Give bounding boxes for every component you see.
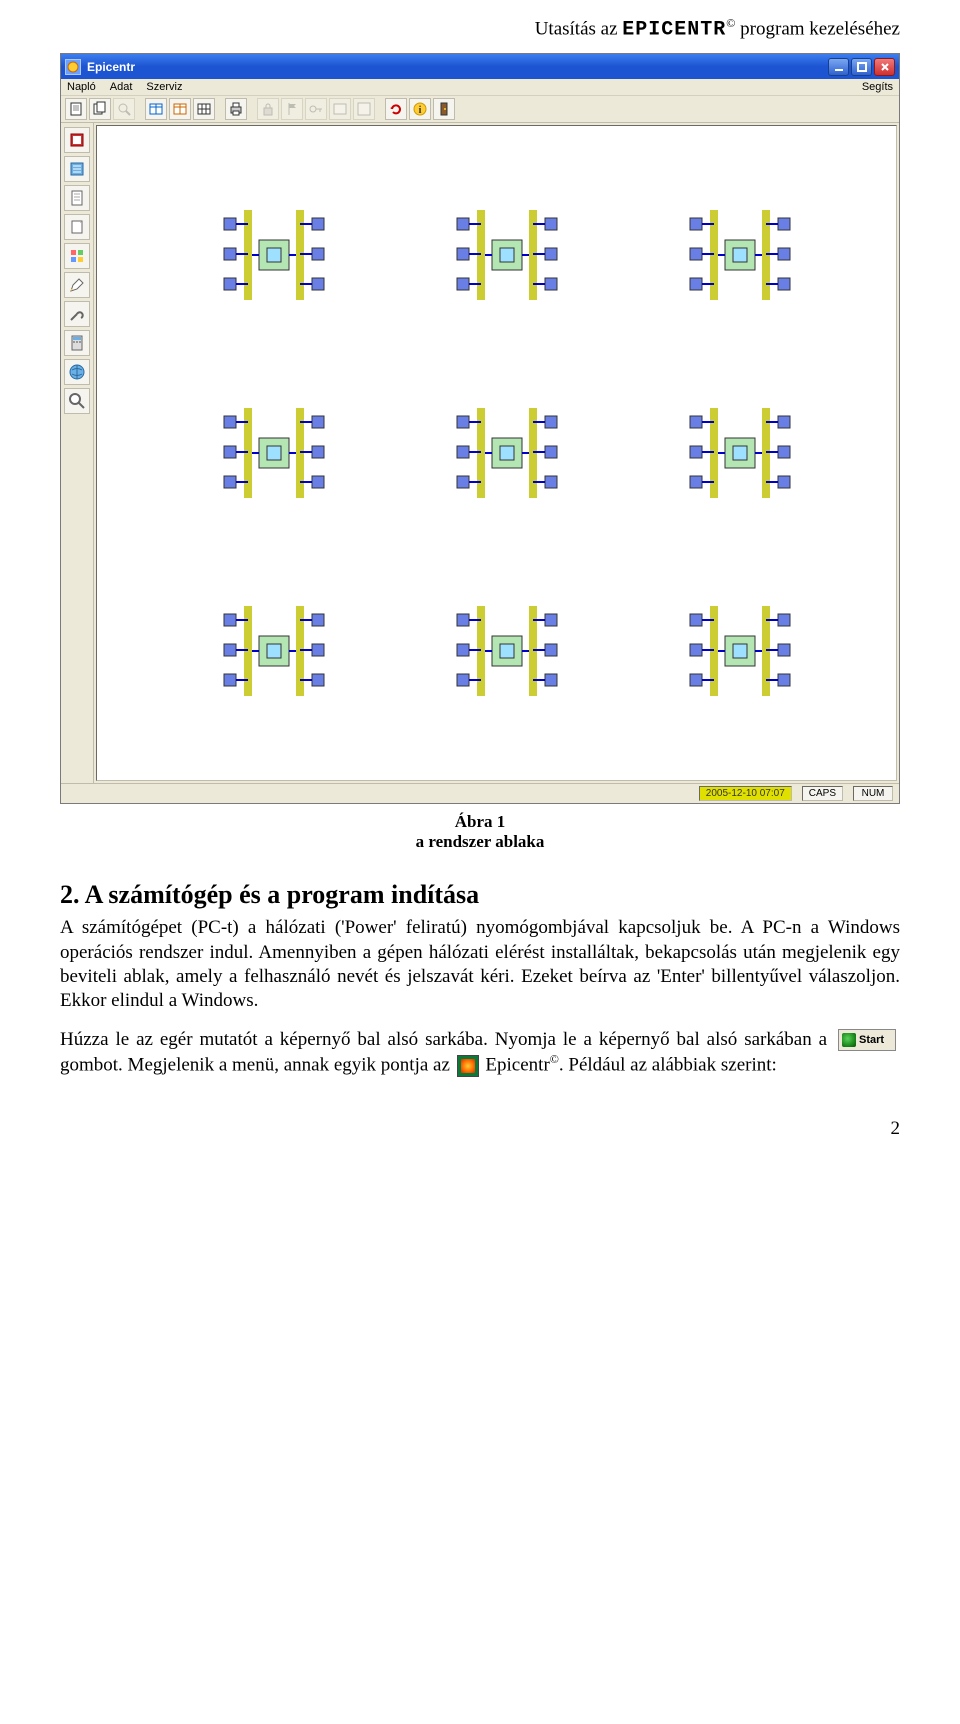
page-title: Utasítás az EPICENTR© program kezeléséhe… (60, 16, 900, 41)
para2-copyright: © (550, 1052, 559, 1066)
toolbar-blank-icon[interactable] (353, 98, 375, 120)
toolbar-door-icon[interactable] (433, 98, 455, 120)
node-grid (157, 156, 856, 750)
workarea (61, 123, 899, 783)
status-num: NUM (853, 786, 893, 801)
lt-zoom-icon[interactable] (64, 388, 90, 414)
status-caps: CAPS (802, 786, 843, 801)
para2-b: sarkában a (744, 1029, 827, 1050)
lt-globe-icon[interactable] (64, 359, 90, 385)
header-program: EPICENTR (622, 18, 726, 41)
menu-szerviz[interactable]: Szerviz (146, 81, 182, 93)
toolbar-doc1-icon[interactable] (65, 98, 87, 120)
app-icon (65, 59, 81, 75)
para2-e: . Például az alábbiak szerint: (559, 1054, 777, 1075)
section-number: 2. (60, 880, 80, 909)
toolbar-refresh-icon[interactable] (385, 98, 407, 120)
header-trail: program kezeléséhez (740, 18, 900, 39)
statusbar: 2005-12-10 07:07 CAPS NUM (61, 783, 899, 803)
node-cluster (623, 354, 856, 552)
toolbar-search-icon[interactable] (113, 98, 135, 120)
header-lead: Utasítás az (535, 18, 618, 39)
maximize-button[interactable] (851, 58, 872, 76)
paragraph-2: Húzza le az egér mutatót a képernyő bal … (60, 1028, 900, 1078)
header-copyright: © (726, 16, 735, 30)
lt-book-icon[interactable] (64, 127, 90, 153)
node-cluster (623, 156, 856, 354)
lt-list-icon[interactable] (64, 156, 90, 182)
titlebar: Epicentr (61, 54, 899, 79)
lt-tool-icon[interactable] (64, 301, 90, 327)
node-cluster (390, 552, 623, 750)
menu-segits[interactable]: Segíts (862, 81, 893, 93)
menu-adat[interactable]: Adat (110, 81, 133, 93)
window-title: Epicentr (87, 60, 828, 74)
lt-pencil-icon[interactable] (64, 272, 90, 298)
node-cluster (157, 354, 390, 552)
section-title: A számítógép és a program indítása (85, 880, 480, 909)
app-window: Epicentr Napló Adat Szerviz Segíts (60, 53, 900, 804)
lt-note-icon[interactable] (64, 214, 90, 240)
para2-a: Húzza le az egér mutatót a képernyő bal … (60, 1029, 737, 1050)
toolbar-lock-icon[interactable] (257, 98, 279, 120)
paragraph-1: A számítógépet (PC-t) a hálózati ('Power… (60, 916, 900, 1013)
epicentr-taskbar-icon (457, 1055, 479, 1077)
page-number: 2 (60, 1118, 900, 1140)
toolbar-table2-icon[interactable] (169, 98, 191, 120)
toolbar-table1-icon[interactable] (145, 98, 167, 120)
start-button-icon: Start (838, 1029, 896, 1051)
figure-caption: Ábra 1 a rendszer ablaka (60, 812, 900, 852)
node-cluster (390, 354, 623, 552)
close-button[interactable] (874, 58, 895, 76)
toolbar-flag-icon[interactable] (281, 98, 303, 120)
lt-page-icon[interactable] (64, 185, 90, 211)
svg-text:i: i (419, 105, 422, 116)
lt-color-icon[interactable] (64, 243, 90, 269)
node-cluster (157, 156, 390, 354)
caption-line2: a rendszer ablaka (416, 832, 545, 851)
toolbar-f1-icon[interactable] (329, 98, 351, 120)
left-toolbar (61, 123, 94, 783)
menu-naplo[interactable]: Napló (67, 81, 96, 93)
canvas[interactable] (96, 125, 897, 781)
node-cluster (157, 552, 390, 750)
section-heading: 2. A számítógép és a program indítása (60, 880, 900, 910)
caption-line1: Ábra 1 (455, 812, 506, 831)
para2-c: gombot. Megjelenik a menü, annak egyik p… (60, 1054, 450, 1075)
menubar: Napló Adat Szerviz Segíts (61, 79, 899, 96)
toolbar-doc2-icon[interactable] (89, 98, 111, 120)
toolbar-key-icon[interactable] (305, 98, 327, 120)
lt-calc-icon[interactable] (64, 330, 90, 356)
toolbar-grid-icon[interactable] (193, 98, 215, 120)
minimize-button[interactable] (828, 58, 849, 76)
toolbar-print-icon[interactable] (225, 98, 247, 120)
para2-d: Epicentr (485, 1054, 549, 1075)
node-cluster (390, 156, 623, 354)
toolbar-info-icon[interactable]: i (409, 98, 431, 120)
status-timestamp: 2005-12-10 07:07 (699, 786, 792, 801)
top-toolbar: i (61, 96, 899, 123)
node-cluster (623, 552, 856, 750)
